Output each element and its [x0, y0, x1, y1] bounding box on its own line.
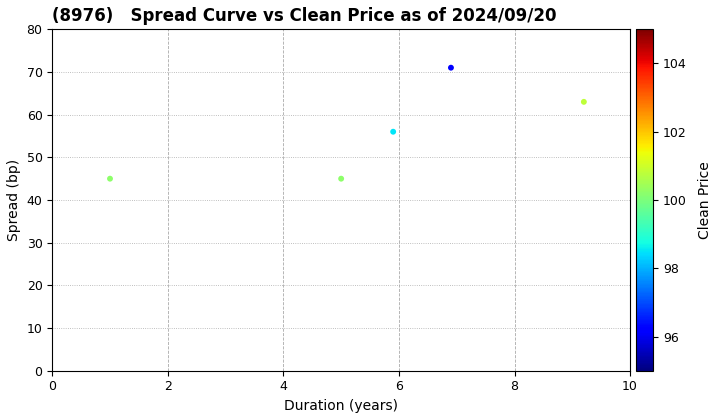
Point [578, 98, 590, 105]
Point [445, 64, 456, 71]
Text: (8976)   Spread Curve vs Clean Price as of 2024/09/20: (8976) Spread Curve vs Clean Price as of… [53, 7, 557, 25]
X-axis label: Duration (years): Duration (years) [284, 399, 398, 413]
Point [387, 129, 399, 135]
Point [336, 175, 347, 182]
Point [104, 175, 116, 182]
Y-axis label: Clean Price: Clean Price [698, 161, 712, 239]
Y-axis label: Spread (bp): Spread (bp) [7, 159, 21, 241]
